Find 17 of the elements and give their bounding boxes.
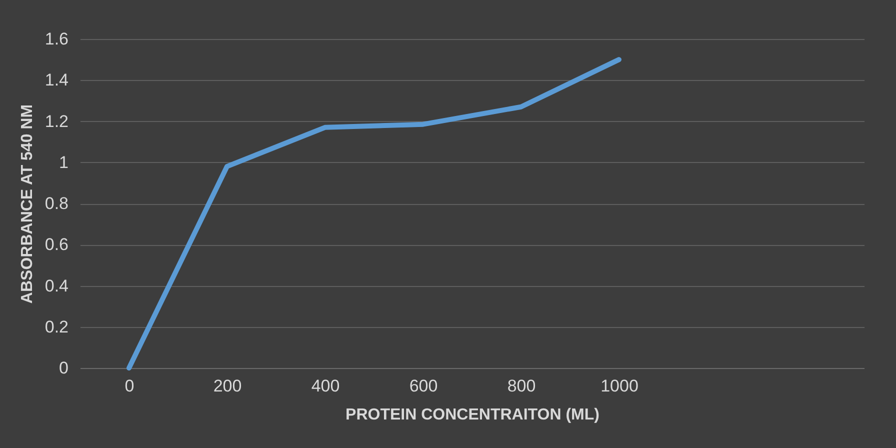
y-tick-label: 0.2 [44,317,68,336]
y-tick-label: 0.4 [44,276,68,296]
y-tick-label: 1.6 [44,30,68,48]
y-tick-label: 1.2 [44,112,68,131]
x-tick-label: 200 [213,376,242,396]
x-tick-label: 1000 [600,376,638,396]
y-tick-label: 1.4 [44,70,68,90]
x-tick-label: 0 [124,376,134,396]
y-tick-label: 1 [59,152,68,172]
y-tick-label: 0.6 [44,235,68,254]
x-axis-title: PROTEIN CONCENTRAITON (ML) [346,406,600,424]
y-tick-label: 0 [59,358,68,378]
x-tick-label: 400 [311,376,340,396]
x-tick-label: 800 [507,376,536,396]
y-axis-title: ABSORBANCE AT 540 NM [18,104,36,304]
x-tick-label: 600 [409,376,438,396]
y-tick-label: 0.8 [44,194,68,213]
